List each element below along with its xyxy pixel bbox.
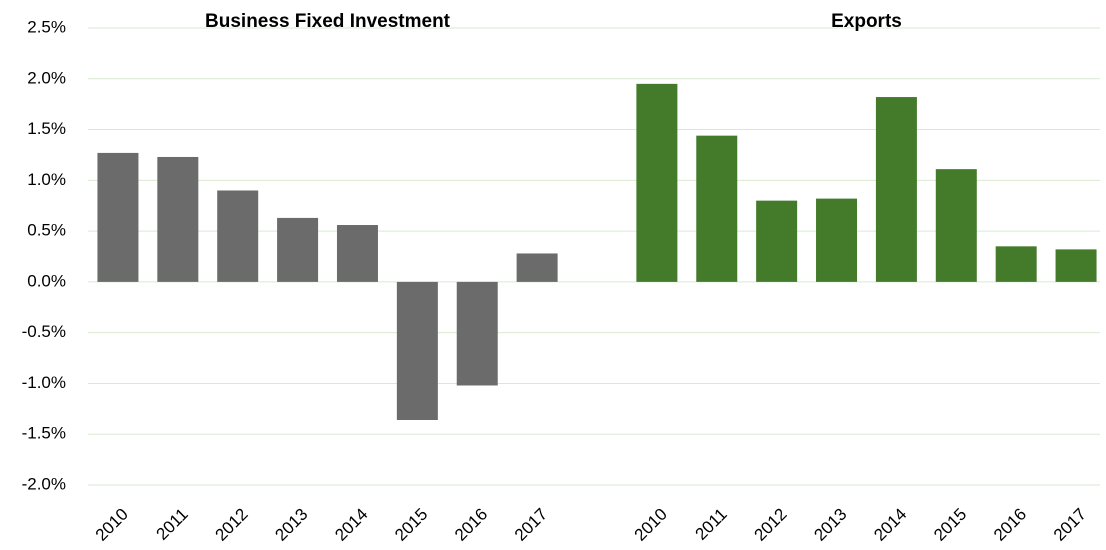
- bar: [157, 156, 199, 282]
- bar: [456, 281, 498, 386]
- bar: [277, 217, 319, 282]
- bar: [816, 198, 858, 282]
- y-tick-label: 1.5%: [27, 119, 66, 138]
- y-tick-label: -1.0%: [22, 373, 66, 392]
- x-tick-label: 2014: [870, 505, 910, 545]
- bar: [636, 83, 678, 282]
- bar: [995, 246, 1037, 282]
- bar: [516, 253, 558, 282]
- x-tick-label: 2016: [990, 505, 1030, 545]
- x-tick-label: 2017: [1050, 505, 1090, 545]
- x-tick-label: 2010: [631, 505, 671, 545]
- x-tick-label: 2012: [750, 505, 790, 545]
- y-tick-label: 0.5%: [27, 221, 66, 240]
- x-tick-label: 2016: [451, 505, 491, 545]
- y-tick-label: 0.0%: [27, 271, 66, 290]
- bar: [97, 152, 139, 282]
- x-tick-label: 2015: [391, 505, 431, 545]
- y-tick-label: -0.5%: [22, 322, 66, 341]
- x-tick-label: 2014: [331, 505, 371, 545]
- bar: [217, 190, 259, 282]
- x-tick-label: 2015: [930, 505, 970, 545]
- bar: [756, 200, 798, 282]
- bar: [875, 97, 917, 282]
- bar: [696, 135, 738, 282]
- x-tick-label: 2012: [212, 505, 252, 545]
- y-tick-label: -1.5%: [22, 424, 66, 443]
- bar: [336, 225, 378, 282]
- bar: [396, 281, 438, 421]
- x-tick-label: 2011: [153, 505, 192, 544]
- x-tick-label: 2013: [810, 505, 850, 545]
- bar: [1055, 249, 1097, 282]
- group-title: Business Fixed Investment: [205, 11, 451, 32]
- x-tick-label: 2017: [511, 505, 551, 545]
- x-tick-label: 2010: [92, 505, 132, 545]
- x-tick-label: 2011: [691, 505, 730, 544]
- group-title: Exports: [831, 11, 902, 32]
- x-tick-label: 2013: [271, 505, 311, 545]
- bar: [935, 169, 977, 282]
- y-tick-label: 2.5%: [27, 17, 66, 36]
- y-tick-label: -2.0%: [22, 474, 66, 493]
- y-tick-label: 1.0%: [27, 170, 66, 189]
- y-tick-label: 2.0%: [27, 68, 66, 87]
